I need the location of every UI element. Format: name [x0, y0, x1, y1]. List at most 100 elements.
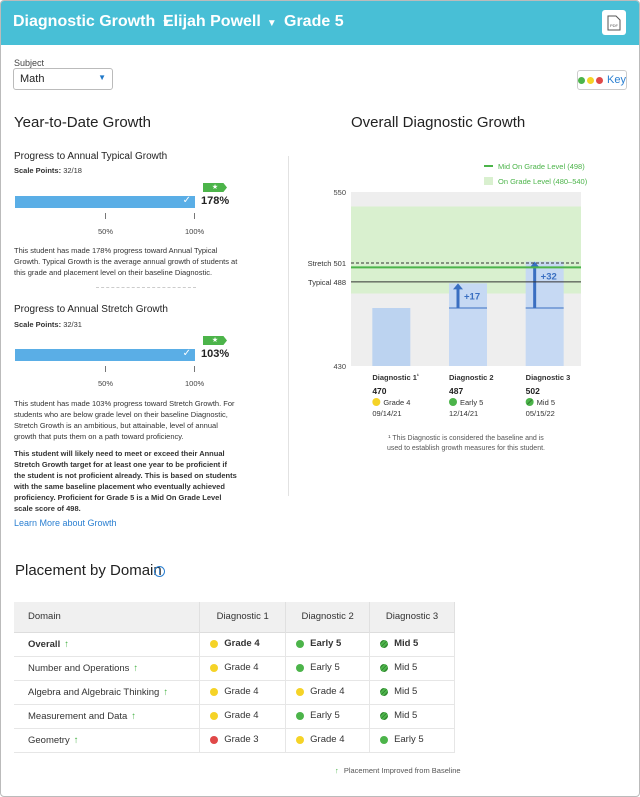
- tick-50: [105, 213, 106, 219]
- column-header-domain: Domain: [14, 602, 201, 632]
- stretch-description: This student has made 103% progress towa…: [14, 399, 235, 441]
- tick-100-label: 100%: [185, 379, 205, 388]
- arrow-up-icon: ↑: [163, 686, 169, 698]
- chevron-down-icon: ▼: [266, 17, 277, 29]
- pdf-button[interactable]: PDF: [602, 10, 626, 35]
- placement-cell: Grade 4: [285, 728, 371, 753]
- column-header-diagnostic-3: Diagnostic 3: [369, 602, 455, 632]
- growth-chart: Mid On Grade Level (498) On Grade Level (…: [308, 162, 588, 452]
- date-label: 09/14/21: [372, 409, 401, 418]
- column-header-diagnostic-2: Diagnostic 2: [285, 602, 371, 632]
- category-label: Diagnostic 3: [526, 373, 571, 382]
- placement-cell: Mid 5: [369, 704, 455, 729]
- placement-dot-icon: [210, 711, 219, 720]
- divider: [96, 287, 196, 288]
- arrow-up-icon: ↑: [131, 710, 137, 722]
- top-bar: Diagnostic Growth ▼ Elijah Powell ▼ Grad…: [1, 1, 639, 45]
- placement-label: Early 5: [310, 662, 340, 674]
- key-button[interactable]: Key: [577, 70, 627, 90]
- placement-dot-icon: [380, 711, 389, 720]
- ytd-title: Year-to-Date Growth: [14, 114, 152, 131]
- table-header-row: Domain Diagnostic 1 Diagnostic 2 Diagnos…: [14, 602, 455, 632]
- placement-cell: Grade 4: [199, 680, 287, 705]
- report-selector[interactable]: Diagnostic Growth ▼: [13, 13, 171, 31]
- chart-footnote-line-2: used to establish growth measures for th…: [387, 445, 545, 452]
- placement-label: Grade 3: [224, 734, 259, 746]
- placement-label: Grade 4: [310, 734, 345, 746]
- tick-100: [194, 213, 195, 219]
- table-row: Number and Operations ↑ Grade 4 Early 5 Mid …: [14, 656, 455, 681]
- chevron-down-icon: ▼: [161, 17, 172, 29]
- gain-label: +17: [464, 291, 480, 302]
- placement-dot-icon: [380, 735, 389, 744]
- arrow-up-icon: ↑: [64, 638, 69, 650]
- placement-cell: Mid 5: [369, 656, 455, 681]
- domain-name: Algebra and Algebraic Thinking: [28, 686, 160, 698]
- placement-dot-icon: [380, 639, 389, 648]
- domain-table: Domain Diagnostic 1 Diagnostic 2 Diagnos…: [14, 602, 455, 753]
- domain-cell: Geometry ↑: [14, 728, 201, 753]
- scale-value: 32/18: [63, 166, 82, 175]
- placement-cell: Early 5: [369, 728, 455, 753]
- score-label: 470: [372, 386, 386, 396]
- on-grade-legend: On Grade Level (480–540): [498, 177, 588, 186]
- subject-select[interactable]: Math ▼: [13, 68, 113, 90]
- domain-cell: Overall ↑: [14, 631, 201, 657]
- arrow-up-icon: ↑: [133, 662, 139, 674]
- stretch-percent: 103%: [201, 348, 230, 360]
- placement-label: Early 5: [394, 734, 424, 746]
- placement-cell: Mid 5: [369, 680, 455, 705]
- category-name: Diagnostic 2: [449, 373, 494, 382]
- student-selector[interactable]: Elijah Powell ▼: [163, 13, 277, 31]
- typical-label: Typical 488: [308, 278, 346, 287]
- stretch-note: This student will likely need to meet or…: [14, 449, 237, 513]
- placement-cell: Grade 4: [199, 631, 287, 657]
- domain-cell: Number and Operations ↑: [14, 656, 201, 681]
- table-row: Geometry ↑ Grade 3 Grade 4 Early 5: [14, 728, 455, 753]
- chart-title: Overall Diagnostic Growth: [351, 114, 526, 131]
- chart-footnote-line-1: ¹ This Diagnostic is considered the base…: [388, 435, 544, 442]
- stretch-progress-bar: ✓: [15, 348, 195, 361]
- pdf-label: PDF: [610, 23, 619, 28]
- placement-label: Early 5: [310, 710, 340, 722]
- score-label: 487: [449, 386, 463, 396]
- domain-cell: Measurement and Data ↑: [14, 704, 201, 729]
- domain-name: Overall: [28, 638, 61, 650]
- check-icon: ✓: [182, 348, 191, 359]
- category-name: Diagnostic 3: [526, 373, 571, 382]
- placement-label: Mid 5: [394, 638, 419, 650]
- placement-stripe: [526, 399, 533, 405]
- learn-more-link[interactable]: Learn More about Growth: [14, 518, 117, 528]
- placement-cell: Grade 4: [285, 680, 371, 705]
- placement-dot-icon: [449, 398, 457, 406]
- stretch-label: Stretch 501: [308, 259, 346, 268]
- arrow-up-icon: ↑: [73, 734, 79, 746]
- placement-dot-icon: [296, 639, 305, 648]
- info-icon[interactable]: i: [154, 566, 165, 577]
- placement-dot-icon: [210, 735, 219, 744]
- placement-dot-icon: [296, 663, 305, 672]
- green-dot-icon: [578, 76, 586, 84]
- stretch-scale: Scale Points: 32/31: [14, 319, 82, 330]
- placement-cell: Grade 4: [199, 656, 287, 681]
- check-icon: ✓: [182, 195, 191, 206]
- placement-dot-icon: [380, 663, 389, 672]
- placement-label: Grade 4: [383, 398, 410, 407]
- scale-label: Scale Points:: [14, 166, 62, 175]
- placement-label: Grade 4: [310, 686, 345, 698]
- category-label: Diagnostic 1¹: [372, 373, 419, 382]
- category-label: Diagnostic 2: [449, 373, 494, 382]
- typical-progress-bar: ✓: [15, 195, 195, 208]
- growth-bar: [372, 308, 411, 366]
- score-label: 502: [526, 386, 540, 396]
- y-tick-max: 550: [333, 188, 346, 197]
- domain-title: Placement by Domain: [15, 562, 162, 579]
- placement-dot-icon: [372, 398, 381, 406]
- table-row: Algebra and Algebraic Thinking ↑ Grade 4 Gr…: [14, 680, 455, 705]
- chevron-down-icon: ▼: [98, 73, 106, 82]
- red-dot-icon: [596, 76, 604, 84]
- table-row: Measurement and Data ↑ Grade 4 Early 5 Mid 5: [14, 704, 455, 729]
- date-label: 05/15/22: [526, 409, 555, 418]
- tick-50-label: 50%: [98, 227, 114, 236]
